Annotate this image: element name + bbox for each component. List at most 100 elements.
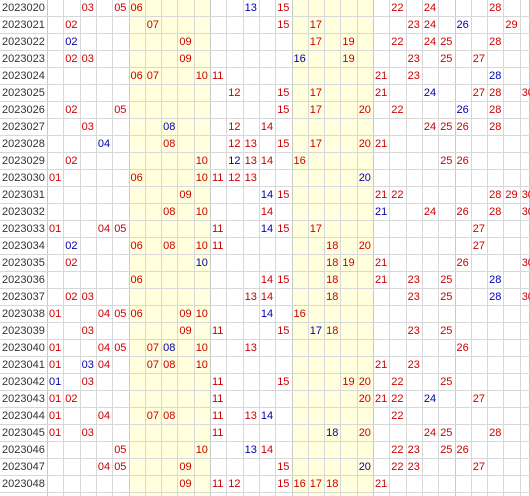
red-number: 22 [391,104,404,116]
red-number: 18 [326,240,339,252]
red-number: 27 [472,223,486,235]
red-number: 18 [326,478,339,490]
red-number: 27 [472,240,486,252]
red-number: 12 [228,121,241,133]
period-label: 2023030 [2,172,45,184]
red-number: 28 [489,2,502,14]
red-number: 09 [179,325,192,337]
grid-vline [95,0,97,496]
red-number: 23 [407,444,420,456]
red-number: 05 [114,308,127,320]
period-label: 2023045 [2,427,45,439]
blue-number: 20 [358,172,371,184]
red-number: 21 [375,189,388,201]
period-label: 2023040 [2,342,45,354]
red-number: 14 [260,155,274,167]
grid-vline [373,0,374,496]
red-number: 23 [407,325,420,337]
grid-hline [0,475,530,476]
grid-vline [128,0,130,496]
red-number: 21 [375,478,388,490]
red-number: 05 [114,461,127,473]
grid-vline [112,0,114,496]
grid-hline [0,271,530,272]
period-label: 2023033 [2,223,45,235]
blue-number: 24 [423,87,437,99]
red-number: 10 [195,359,208,371]
grid-vline [519,0,521,496]
red-number: 15 [277,325,290,337]
red-number: 26 [456,342,469,354]
period-label: 2023041 [2,359,45,371]
grid-vline [340,0,342,496]
red-number: 17 [309,104,323,116]
red-number: 09 [179,36,192,48]
red-number: 11 [212,70,224,82]
period-label: 2023042 [2,376,45,388]
period-label: 2023035 [2,257,45,269]
red-number: 24 [423,206,437,218]
red-number: 20 [358,138,371,150]
red-number: 12 [228,172,241,184]
grid-hline [0,407,530,408]
red-number: 25 [440,376,453,388]
red-number: 25 [440,444,453,456]
period-label: 2023048 [2,478,45,490]
period-label: 2023043 [2,393,45,405]
grid-vline [79,0,81,496]
red-number: 30 [521,189,530,201]
red-number: 28 [489,189,502,201]
period-label: 2023032 [2,206,45,218]
grid-hline [0,135,530,136]
period-label: 2023020 [2,2,45,14]
period-label: 2023036 [2,274,45,286]
red-number: 27 [472,53,486,65]
red-number: 11 [212,376,224,388]
red-number: 26 [456,257,469,269]
red-number: 04 [97,410,111,422]
red-number: 18 [326,291,339,303]
grid-vline [144,0,146,496]
blue-number: 13 [244,2,257,14]
blue-number: 20 [358,461,371,473]
red-number: 21 [375,87,388,99]
red-number: 23 [407,274,420,286]
red-number: 02 [65,257,78,269]
red-number: 10 [195,342,208,354]
blue-number: 01 [49,376,62,388]
period-label: 2023024 [2,70,45,82]
red-number: 19 [342,376,355,388]
grid-hline [0,186,530,187]
red-number: 15 [277,461,290,473]
red-number: 02 [65,393,78,405]
grid-hline [0,118,530,119]
red-number: 03 [81,121,94,133]
red-number: 11 [212,172,224,184]
red-number: 21 [375,257,388,269]
red-number: 28 [489,427,502,439]
red-number: 05 [114,104,127,116]
grid-hline [0,390,530,391]
red-number: 10 [195,444,208,456]
red-number: 06 [130,274,143,286]
blue-number: 16 [293,53,306,65]
red-number: 18 [326,325,339,337]
column-band [128,0,210,496]
red-number: 11 [212,427,224,439]
red-number: 24 [423,19,437,31]
red-number: 27 [472,393,486,405]
red-number: 28 [489,104,502,116]
red-number: 14 [260,444,274,456]
red-number: 14 [260,274,274,286]
red-number: 23 [407,461,420,473]
red-number: 15 [277,274,290,286]
red-number: 03 [81,325,94,337]
grid-vline [291,0,293,496]
red-number: 21 [375,70,388,82]
red-number: 13 [244,155,257,167]
blue-number: 14 [260,410,274,422]
grid-hline [0,288,530,289]
red-number: 19 [342,53,355,65]
red-number: 21 [375,359,388,371]
grid-hline [0,322,530,323]
